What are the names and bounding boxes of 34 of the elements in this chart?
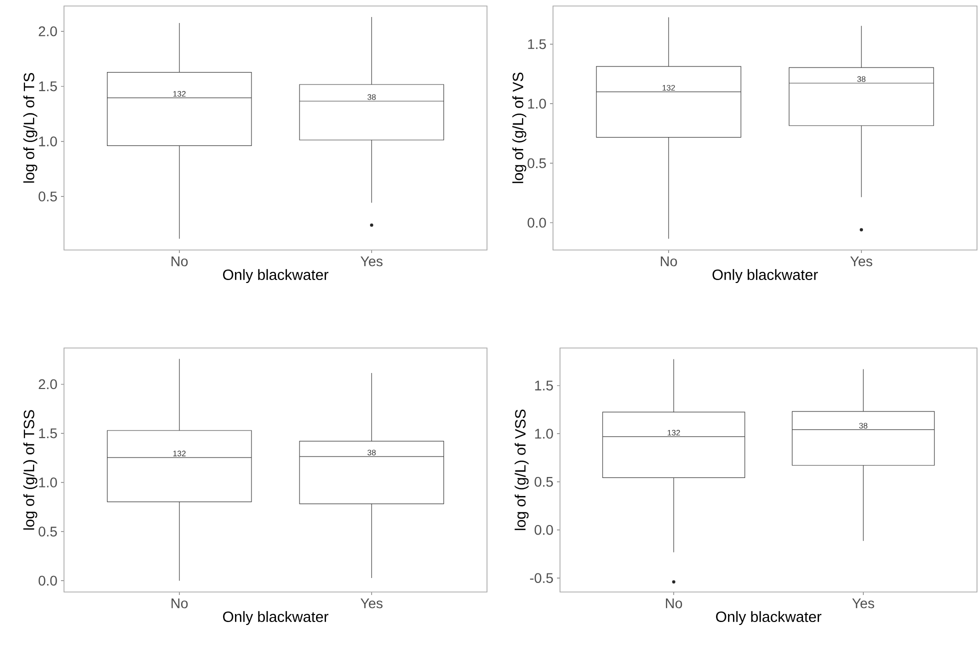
y-tick-label: 1.5 <box>535 380 553 390</box>
x-tick-label: No <box>666 598 682 608</box>
y-tick-label: 1.0 <box>39 136 57 146</box>
y-tick-label: 2.0 <box>38 379 57 390</box>
x-axis-title: Only blackwater <box>716 611 822 626</box>
x-tick-label: No <box>172 598 188 608</box>
y-tick-label: 1.0 <box>535 428 553 439</box>
y-axis-title: log of (g/L) of TS <box>23 73 38 183</box>
y-tick-label: 2.0 <box>38 26 57 36</box>
x-axis-title: Only blackwater <box>223 269 328 284</box>
y-tick-label: -0.5 <box>530 573 553 583</box>
y-tick-label: 0.5 <box>528 158 546 168</box>
y-tick-label: 0.5 <box>534 476 553 487</box>
y-axis-title: log of (g/L) of VS <box>512 72 526 184</box>
y-tick-label: 1.0 <box>39 478 57 488</box>
y-tick-label: 1.5 <box>528 39 546 50</box>
y-tick-label: 1.5 <box>39 428 57 438</box>
y-tick-label: 1.5 <box>39 82 57 92</box>
y-axis-title: log of (g/L) of TSS <box>23 410 38 530</box>
y-tick-label: 0.5 <box>38 526 57 537</box>
y-tick-label: 1.0 <box>528 98 546 109</box>
y-tick-label: 0.0 <box>528 218 546 228</box>
x-tick-label: Yes <box>360 256 383 266</box>
x-tick-label: Yes <box>850 256 872 266</box>
y-tick-label: 0.0 <box>534 524 553 535</box>
y-axis-title: log of (g/L) of VSS <box>514 410 529 530</box>
x-tick-label: No <box>172 256 188 266</box>
x-tick-label: Yes <box>852 598 874 608</box>
y-tick-label: 0.5 <box>38 192 57 202</box>
x-tick-label: Yes <box>360 598 383 608</box>
x-axis-title: Only blackwater <box>223 611 328 626</box>
y-tick-label: 0.0 <box>38 576 57 586</box>
x-tick-label: No <box>660 256 677 266</box>
x-axis-title: Only blackwater <box>712 269 818 284</box>
